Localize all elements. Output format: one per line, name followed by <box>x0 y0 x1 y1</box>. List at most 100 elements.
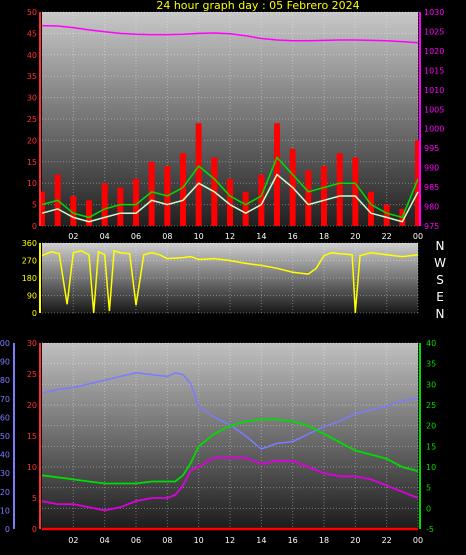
compass-label: E <box>436 290 444 304</box>
y-tick-label: 30 <box>27 339 37 348</box>
x-tick-label: 10 <box>194 536 204 545</box>
y-tick-label: 1015 <box>424 66 444 75</box>
gust-bar <box>101 183 108 226</box>
y-tick-label: 40 <box>27 51 37 60</box>
y-tick-label: 10 <box>27 463 37 472</box>
y-tick-label: 1000 <box>424 125 444 134</box>
y-tick-label: 25 <box>27 370 37 379</box>
x-tick-label: 16 <box>288 232 298 241</box>
direction-line <box>41 249 419 314</box>
wind-speed-line <box>41 173 419 223</box>
y-tick-label: 40 <box>0 451 10 460</box>
x-tick-label: 18 <box>319 232 329 241</box>
gust-bar <box>336 153 343 226</box>
y-tick-label: -5 <box>426 525 434 534</box>
x-tick-label: 14 <box>256 536 266 545</box>
gust-bar <box>227 178 233 226</box>
y-tick-label: 25 <box>426 401 436 410</box>
y-tick-label: 30 <box>0 469 10 478</box>
y-tick-label: 10 <box>426 463 436 472</box>
dewpoint-line <box>41 456 419 512</box>
y-tick-label: 25 <box>27 115 37 124</box>
x-tick-label: 16 <box>288 536 298 545</box>
y-tick-label: 40 <box>426 339 436 348</box>
x-tick-label: 10 <box>194 232 204 241</box>
series-group <box>41 372 419 531</box>
y-tick-label: 50 <box>0 432 10 441</box>
compass-labels: N W S E N <box>434 239 446 321</box>
x-tick-label: 18 <box>319 536 329 545</box>
x-tick-label: 00 <box>413 536 423 545</box>
gust-bar <box>148 161 155 226</box>
y-tick-label: 0 <box>5 525 10 534</box>
y-tick-label: 270 <box>22 257 37 266</box>
temperature-line <box>41 418 419 485</box>
y-tick-label: 30 <box>27 94 37 103</box>
y-tick-label: 1025 <box>424 27 444 36</box>
y-tick-label: 975 <box>424 222 439 231</box>
gust-bar <box>70 196 77 226</box>
temp-humidity-panel: 0102030405060708090100051015202530-50510… <box>0 339 436 545</box>
y-tick-label: 60 <box>0 413 10 422</box>
y-tick-label: 45 <box>27 29 37 38</box>
y-tick-label: 15 <box>27 432 37 441</box>
y-tick-label: 15 <box>426 442 436 451</box>
x-tick-label: 08 <box>162 232 172 241</box>
x-tick-label: 12 <box>225 232 235 241</box>
x-tick-label: 22 <box>382 536 392 545</box>
y-tick-label: 0 <box>32 309 37 318</box>
grid <box>42 342 419 530</box>
gust-bar <box>117 187 124 226</box>
y-tick-label: 90 <box>27 292 37 301</box>
y-tick-label: 100 <box>0 339 10 348</box>
y-tick-label: 985 <box>424 183 439 192</box>
gust-bar <box>133 178 139 226</box>
y-tick-label: 20 <box>426 422 436 431</box>
y-tick-label: 360 <box>22 239 37 248</box>
series-group <box>39 24 421 226</box>
gust-bar <box>383 204 390 226</box>
y-tick-label: 980 <box>424 203 439 212</box>
gust-bar <box>180 153 186 226</box>
gust-bar <box>305 170 312 226</box>
y-tick-label: 5 <box>32 494 37 503</box>
gust-bar <box>242 191 249 226</box>
x-tick-label: 12 <box>225 536 235 545</box>
x-tick-label: 00 <box>413 232 423 241</box>
gust-bar <box>368 191 374 226</box>
x-tick-label: 04 <box>100 536 110 545</box>
y-tick-label: 20 <box>27 136 37 145</box>
y-tick-label: 15 <box>27 158 37 167</box>
wind-direction-panel: 0 90 180 270 360 <box>22 239 419 318</box>
x-tick-label: 06 <box>131 232 141 241</box>
gust-bar <box>86 200 92 226</box>
panel-background <box>42 343 418 529</box>
wind-average-line <box>41 156 419 219</box>
y-tick-label: 20 <box>0 488 10 497</box>
y-tick-label: 5 <box>32 201 37 210</box>
y-tick-label: 995 <box>424 144 439 153</box>
compass-label: N <box>436 307 445 321</box>
y-tick-label: 1020 <box>424 47 444 56</box>
wind-pressure-panel: 0510152025303540455097598098599099510001… <box>27 8 445 241</box>
y-tick-label: 35 <box>426 360 436 369</box>
y-tick-label: 10 <box>0 506 10 515</box>
y-tick-label: 990 <box>424 164 439 173</box>
gust-bar <box>258 174 265 226</box>
compass-label: W <box>434 256 446 270</box>
gust-bar <box>39 191 45 226</box>
y-tick-label: 5 <box>426 484 431 493</box>
gust-bar <box>415 140 421 226</box>
y-tick-label: 1005 <box>424 105 444 114</box>
tick-labels: 0102030405060708090100051015202530-50510… <box>0 339 436 545</box>
y-tick-label: 0 <box>32 222 37 231</box>
y-tick-label: 0 <box>426 504 431 513</box>
y-tick-label: 90 <box>0 358 10 367</box>
compass-label: N <box>436 239 445 253</box>
y-tick-label: 180 <box>22 274 37 283</box>
gust-bar <box>195 123 202 226</box>
y-tick-label: 1010 <box>424 86 444 95</box>
x-tick-label: 06 <box>131 536 141 545</box>
compass-label: S <box>436 273 444 287</box>
